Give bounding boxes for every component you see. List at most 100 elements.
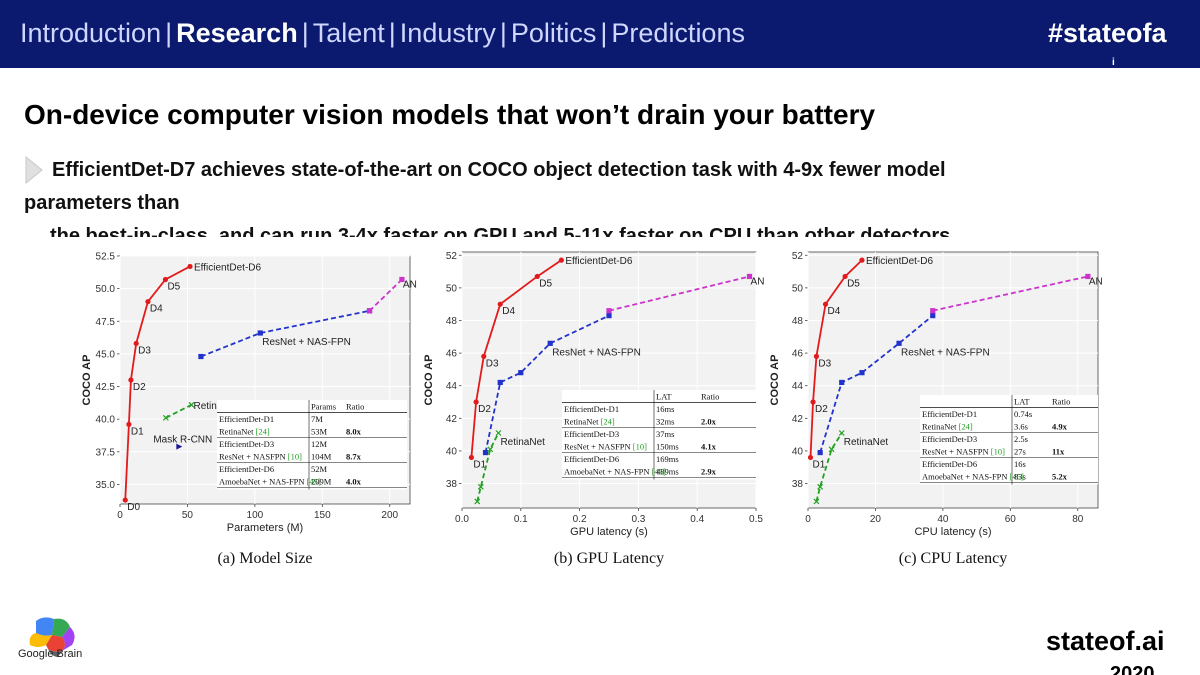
point-label: D5 xyxy=(847,278,860,289)
x-tick-label: 0 xyxy=(117,510,123,521)
point-label: D3 xyxy=(818,358,831,369)
table-cell-model: EfficientDet-D1 xyxy=(219,414,274,424)
nav-separator: | xyxy=(388,18,396,48)
model-name: RetinaNet xyxy=(219,427,256,437)
table-cell-value: 16ms xyxy=(656,404,674,414)
y-tick-label: 52 xyxy=(792,251,804,262)
comparison-table: LAT Ratio EfficientDet-D1 16ms RetinaNet [24… xyxy=(562,390,756,480)
series-label: RetinaNet xyxy=(844,437,889,448)
series-line-resnet-nas-fpn xyxy=(200,309,370,358)
y-tick-label: 44 xyxy=(446,381,458,392)
comparison-table: Params Ratio EfficientDet-D1 7M RetinaNet [2… xyxy=(217,400,407,490)
series-label: Mask R-CNN xyxy=(153,435,212,446)
citation: [10] xyxy=(991,447,1005,457)
google-brain-logo xyxy=(29,617,75,657)
logo-text: Google Brain xyxy=(18,648,83,660)
y-tick-label: 42.5 xyxy=(96,382,116,393)
table-header: LAT xyxy=(656,392,672,402)
y-tick-label: 48 xyxy=(792,316,804,327)
nav-item-politics[interactable]: Politics xyxy=(510,18,597,48)
point-label: D1 xyxy=(473,459,486,470)
table-cell-value: 209M xyxy=(311,477,332,487)
table-header: Params xyxy=(311,402,336,412)
nav-separator: | xyxy=(499,18,507,48)
model-name: AmoebaNet + NAS-FPN xyxy=(564,467,652,477)
model-name: AmoebaNet + NAS-FPN xyxy=(219,477,307,487)
table-cell-model: ResNet + NASFPN [10] xyxy=(922,447,1005,457)
point-label: D5 xyxy=(167,281,180,292)
data-point-resnet-nas-fpn xyxy=(859,370,865,376)
x-tick-label: 200 xyxy=(381,510,398,521)
figure-panel: 35.0 37.5 40.0 42.5 45.0 47.5 50.0 52.5 0 50 100 15… xyxy=(60,240,1170,580)
nav-separator: | xyxy=(165,18,173,48)
table-cell-value: 7M xyxy=(311,414,323,424)
data-point-amoebanet xyxy=(1085,273,1091,280)
x-tick-label: 100 xyxy=(247,510,264,521)
x-tick-label: 0.1 xyxy=(514,514,528,525)
section-nav: Introduction | Research | Talent | Industry | Po… xyxy=(20,18,745,49)
data-point-resnet-nas-fpn xyxy=(198,353,204,360)
data-point-retinanet xyxy=(188,401,195,408)
slide-title: On-device computer vision models that wo… xyxy=(24,99,876,130)
nav-item-industry[interactable]: Industry xyxy=(399,18,496,48)
point-label: D4 xyxy=(502,306,515,317)
series-label: AN xyxy=(1089,276,1103,287)
model-name: RetinaNet xyxy=(922,422,959,432)
citation: [45] xyxy=(652,467,666,477)
data-point-amoebanet xyxy=(746,273,753,280)
point-label: D3 xyxy=(138,345,151,356)
x-tick-label: 150 xyxy=(314,510,331,521)
point-label: D5 xyxy=(539,278,552,289)
top-nav-bar: Introduction | Research | Talent | Industry | Po… xyxy=(0,0,1200,68)
table-header: Ratio xyxy=(346,402,364,412)
data-point-resnet-nas-fpn xyxy=(839,379,845,386)
table-cell-value: 12M xyxy=(311,439,328,449)
table-cell-ratio: 4.1x xyxy=(701,442,717,452)
footer-site[interactable]: stateof.ai xyxy=(1046,626,1165,656)
table-cell-model: EfficientDet-D1 xyxy=(922,409,977,419)
data-point-efficientdet xyxy=(187,263,193,270)
x-axis-label: CPU latency (s) xyxy=(914,526,991,538)
data-point-resnet-nas-fpn xyxy=(497,379,503,386)
series-line-amoebanet xyxy=(932,275,1089,312)
data-point-retinanet xyxy=(474,498,481,505)
x-axis-label: Parameters (M) xyxy=(227,522,303,534)
data-point-retinanet xyxy=(477,483,484,490)
nav-separator: | xyxy=(301,18,309,48)
chart-caption: (b) GPU Latency xyxy=(554,550,664,567)
series-label: AN xyxy=(751,276,765,287)
table-cell-model: RetinaNet [24] xyxy=(219,427,270,437)
table-cell-model: EfficientDet-D6 xyxy=(564,454,619,464)
y-axis-label: COCO AP xyxy=(81,355,93,406)
x-tick-label: 0.5 xyxy=(749,514,763,525)
table-cell-model: EfficientDet-D3 xyxy=(219,439,274,449)
nav-item-research[interactable]: Research xyxy=(176,18,298,48)
data-point-amoebanet xyxy=(606,308,612,314)
nav-item-talent[interactable]: Talent xyxy=(312,18,385,48)
x-tick-label: 20 xyxy=(870,514,882,525)
hashtag: #stateofa xyxy=(1048,18,1167,48)
nav-item-predictions[interactable]: Predictions xyxy=(611,18,745,48)
table-cell-model: EfficientDet-D6 xyxy=(219,464,274,474)
table-cell-ratio: 2.9x xyxy=(701,467,717,477)
x-axis-label: GPU latency (s) xyxy=(570,526,648,538)
table-cell-value: 0.74s xyxy=(1014,409,1032,419)
nav-separator: | xyxy=(600,18,608,48)
x-tick-label: 40 xyxy=(937,514,949,525)
series-line-resnet-nas-fpn xyxy=(819,314,934,453)
data-point-efficientdet xyxy=(558,257,564,263)
table-cell-model: AmoebaNet + NAS-FPN [45] xyxy=(922,472,1024,482)
y-tick-label: 50 xyxy=(792,283,804,294)
point-label: D2 xyxy=(815,404,828,415)
citation: [24] xyxy=(959,422,973,432)
y-tick-label: 45.0 xyxy=(96,349,116,360)
y-axis-label: COCO AP xyxy=(423,355,435,406)
table-cell-value: 52M xyxy=(311,464,328,474)
model-name: ResNet + NASFPN xyxy=(922,447,991,457)
y-tick-label: 38 xyxy=(446,479,458,490)
model-name: ResNet + NASFPN xyxy=(564,442,633,452)
data-point-efficientdet xyxy=(842,273,848,280)
series-line-efficientdet xyxy=(809,259,863,458)
nav-item-introduction[interactable]: Introduction xyxy=(20,18,162,48)
table-cell-ratio: 4.9x xyxy=(1052,422,1068,432)
